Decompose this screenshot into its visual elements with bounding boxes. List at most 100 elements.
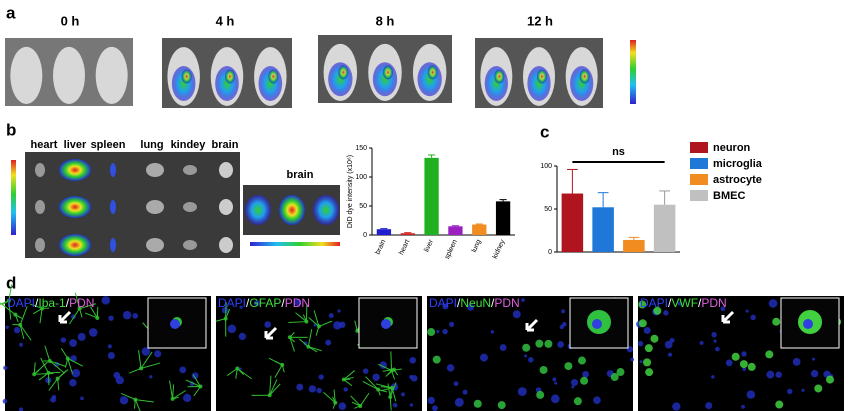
brain: [279, 195, 305, 225]
nucleus: [766, 370, 775, 379]
organ: [59, 234, 91, 256]
inset-nucleus: [381, 319, 391, 329]
process: [269, 379, 278, 396]
nucleus: [449, 321, 455, 327]
nucleus: [801, 388, 805, 392]
x-tick-label: heart: [398, 239, 411, 256]
nucleus: [294, 298, 302, 306]
process: [33, 361, 48, 375]
stain-part: DAPI: [429, 296, 457, 310]
process: [323, 392, 336, 404]
process: [378, 363, 392, 371]
bar: [592, 207, 614, 252]
time-label: 12 h: [527, 13, 553, 28]
stain-part: NeuN: [460, 296, 491, 310]
organ-image: [25, 152, 240, 258]
stain-part: PDN: [494, 296, 519, 310]
process: [44, 345, 51, 362]
cell: [304, 319, 309, 324]
stain-part: VWF: [671, 296, 698, 310]
bar: [561, 193, 584, 252]
organ-label: spleen: [91, 139, 126, 151]
nucleus: [453, 381, 459, 387]
process: [269, 375, 272, 396]
cell: [267, 393, 272, 398]
process: [48, 378, 59, 391]
organ-label: kindey: [171, 139, 207, 151]
nucleus: [264, 321, 272, 328]
nucleus: [446, 364, 455, 372]
nucleus: [792, 357, 801, 366]
legend-swatch: [690, 190, 708, 201]
process: [57, 369, 69, 379]
cell: [198, 384, 203, 389]
signal: [338, 65, 349, 80]
cell: [341, 377, 346, 382]
organ: [146, 200, 164, 214]
cell: [814, 384, 823, 393]
nucleus: [713, 339, 717, 343]
nucleus: [637, 340, 644, 347]
nucleus: [775, 371, 782, 379]
process: [67, 358, 73, 375]
bar: [448, 226, 463, 235]
nucleus: [741, 404, 746, 409]
cell: [580, 376, 589, 385]
nucleus: [5, 325, 9, 330]
stain-part: /: [66, 296, 70, 310]
nucleus: [227, 324, 237, 334]
nucleus: [742, 367, 747, 372]
process: [79, 303, 97, 310]
process: [308, 346, 322, 352]
stain-part: /: [698, 296, 702, 310]
nucleus: [316, 387, 322, 394]
process: [40, 357, 49, 374]
process: [47, 372, 50, 386]
organ: [35, 238, 45, 252]
cell: [645, 368, 654, 377]
nucleus: [101, 296, 111, 305]
stain-part: /: [668, 296, 672, 310]
cell: [638, 319, 647, 328]
process: [269, 383, 281, 396]
nucleus: [725, 359, 733, 367]
cell: [772, 317, 781, 326]
cell: [170, 396, 175, 401]
process: [169, 380, 174, 399]
stain-label: DAPI/VWF/PDN: [640, 296, 727, 310]
nucleus: [528, 357, 534, 363]
cell: [333, 400, 338, 405]
nucleus: [339, 321, 346, 328]
cell: [389, 368, 394, 373]
brain: [313, 195, 339, 225]
organ: [110, 163, 116, 177]
annotation: ns: [612, 146, 625, 158]
cell: [432, 355, 441, 364]
cell: [747, 362, 756, 371]
cell: [316, 324, 321, 329]
nucleus: [810, 369, 819, 378]
signal: [579, 69, 590, 84]
cell: [577, 356, 586, 365]
nucleus: [643, 326, 651, 334]
nucleus: [69, 339, 77, 347]
signal: [537, 69, 547, 84]
nucleus: [80, 396, 84, 401]
organ: [146, 163, 164, 177]
y-tick-label: 50: [359, 203, 367, 210]
organ: [183, 240, 197, 250]
process: [274, 364, 283, 378]
process: [389, 382, 397, 398]
process: [140, 351, 153, 369]
nucleus: [552, 377, 557, 382]
process: [60, 348, 69, 359]
nucleus: [705, 402, 713, 410]
legend-label: neuron: [713, 142, 751, 154]
nucleus: [3, 365, 8, 371]
stain-part: /: [35, 296, 39, 310]
process: [343, 370, 356, 380]
organ: [146, 238, 164, 252]
nucleus: [672, 402, 681, 411]
stain-part: Iba-1: [38, 296, 66, 310]
